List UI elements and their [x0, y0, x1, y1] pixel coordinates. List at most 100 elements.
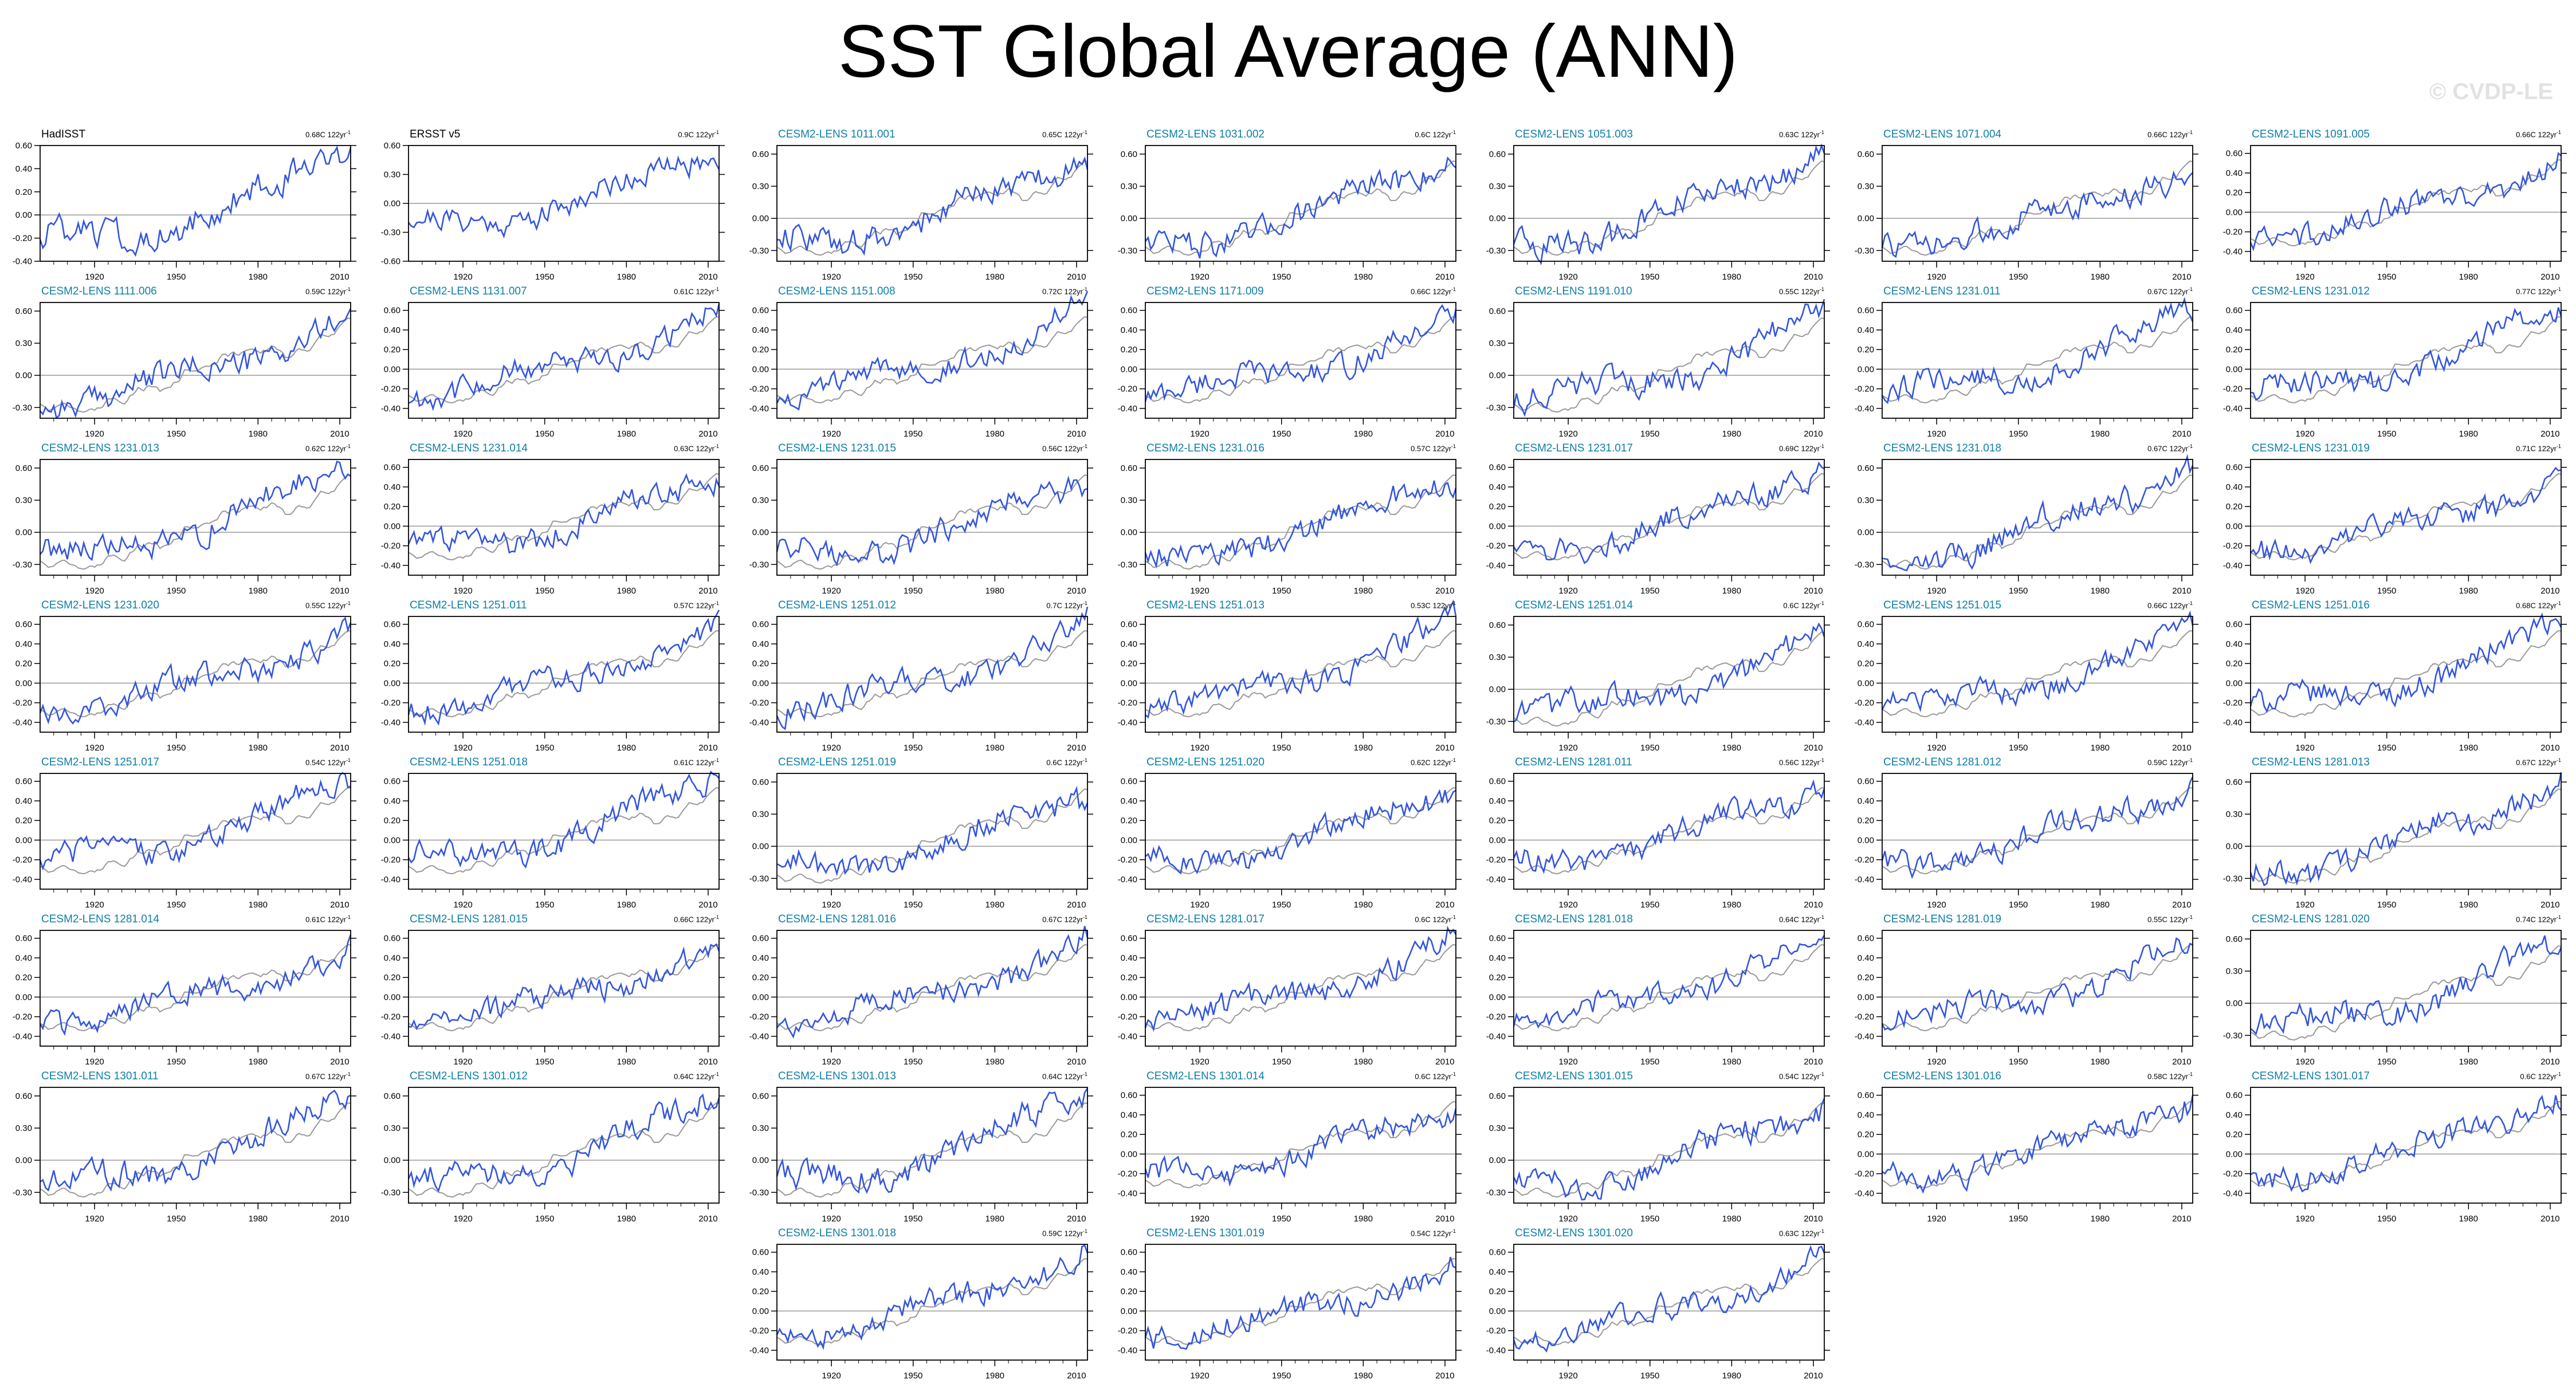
chart-panel: 0.60 0.30 0.00 -0.30 -0.60 1920 1950 1980 2010 ER… [368, 127, 736, 284]
x-tick-label: 1920 [1558, 900, 1577, 910]
x-tick-label: 1920 [1927, 586, 1946, 596]
panel-plot: 0.60 0.40 0.20 0.00 -0.20 -0.40 1920 1950 1980 20… [1855, 297, 2198, 439]
chart-panel: 0.60 0.40 0.20 0.00 -0.20 -0.40 1920 1950 1980 20… [737, 1226, 1105, 1383]
panel-plot: 0.60 0.40 0.20 0.00 -0.20 -0.40 1920 1950 1980 20… [381, 771, 725, 910]
chart-panel: 0.60 0.40 0.20 0.00 -0.20 -0.40 1920 1950 1980 20… [368, 441, 736, 598]
y-tick-label: 0.60 [1121, 463, 1137, 473]
x-tick-label: 2010 [1804, 743, 1823, 753]
x-tick-label: 1980 [1722, 900, 1741, 910]
plot-frame [776, 1087, 1088, 1204]
y-tick-label: 0.60 [15, 620, 32, 630]
x-tick-label: 2010 [2172, 429, 2191, 439]
x-tick-label: 1950 [1272, 1371, 1291, 1381]
y-tick-label: 0.20 [2226, 502, 2243, 512]
x-tick-label: 2010 [1067, 1214, 1086, 1224]
observation-line [1145, 1258, 1456, 1346]
x-tick-label: 2010 [330, 272, 349, 282]
y-tick-label: -0.20 [1118, 1169, 1137, 1179]
panel-plot: 0.60 0.40 0.20 0.00 -0.20 -0.40 1920 1950 1980 20… [1486, 1244, 1830, 1381]
x-tick-label: 1980 [2091, 900, 2110, 910]
panel-plot: 0.60 0.40 0.20 0.00 -0.20 -0.40 1920 1950 1980 20… [1486, 930, 1830, 1067]
x-tick-label: 1980 [985, 1057, 1004, 1067]
panel-trend: 0.62C 122yr-1 [1411, 757, 1456, 767]
y-tick-label: -0.20 [1855, 384, 1874, 394]
y-tick-label: -0.20 [381, 541, 400, 551]
y-tick-label: -0.20 [1486, 1012, 1506, 1022]
series-line [1881, 170, 2193, 258]
plot-frame [408, 930, 720, 1047]
y-tick-label: 0.40 [1858, 796, 1874, 806]
y-tick-label: 0.60 [15, 307, 32, 316]
observation-line [408, 473, 720, 561]
y-tick-label: 0.40 [752, 953, 769, 963]
panel-title: CESM2-LENS 1011.001 [778, 128, 896, 140]
x-tick-label: 1920 [453, 272, 472, 282]
y-tick-label: -0.30 [749, 1188, 769, 1197]
y-tick-label: -0.40 [1855, 875, 1874, 885]
observation-line [40, 1102, 351, 1198]
x-tick-label: 2010 [1804, 1371, 1823, 1381]
x-tick-label: 1950 [2377, 900, 2396, 910]
y-tick-label: 0.60 [384, 463, 400, 473]
panel-trend: 0.55C 122yr-1 [2147, 914, 2193, 924]
observation-line [1882, 630, 2193, 718]
panel-trend: 0.57C 122yr-1 [1411, 443, 1456, 453]
x-tick-label: 1980 [2459, 743, 2478, 753]
panel-trend: 0.63C 122yr-1 [1779, 129, 1824, 139]
y-tick-label: 0.60 [15, 463, 32, 473]
series-line [776, 290, 1089, 411]
x-tick-label: 1980 [1354, 743, 1373, 753]
panel-trend: 0.66C 122yr-1 [674, 914, 719, 924]
y-tick-label: 0.60 [2226, 463, 2243, 473]
observation-line [408, 316, 720, 404]
series-line [776, 785, 1089, 877]
y-tick-label: 0.00 [1489, 371, 1506, 380]
y-tick-label: 0.60 [15, 777, 32, 787]
y-tick-label: -0.40 [1118, 404, 1137, 414]
x-tick-label: 1950 [2377, 1214, 2396, 1224]
y-tick-label: -0.20 [381, 698, 400, 708]
y-tick-label: 0.20 [384, 659, 400, 669]
observation-line [408, 1102, 720, 1198]
plot-frame [408, 302, 720, 419]
panel-trend: 0.6C 122yr-1 [2520, 1071, 2561, 1081]
chart-panel: 0.60 0.30 0.00 -0.30 1920 1950 1980 2010 CESM2-L… [1474, 127, 1841, 284]
y-tick-label: 0.30 [2226, 966, 2243, 976]
series-line [2250, 935, 2562, 1036]
x-tick-label: 1950 [167, 429, 186, 439]
panel-title: CESM2-LENS 1231.018 [1883, 442, 2001, 454]
series-line [1144, 304, 1457, 402]
chart-panel: 0.60 0.40 0.20 0.00 -0.20 -0.40 1920 1950 1980 20… [2210, 1069, 2576, 1226]
chart-panel: 0.60 0.40 0.20 0.00 -0.20 -0.40 1920 1950 1980 20… [0, 755, 368, 912]
observation-line [1882, 160, 2193, 256]
y-tick-label: -0.20 [1486, 1326, 1506, 1336]
x-tick-label: 1920 [85, 1214, 104, 1224]
chart-panel: 0.60 0.40 0.20 0.00 -0.20 -0.40 1920 1950 1980 20… [0, 127, 368, 284]
observation-line [40, 944, 351, 1032]
y-tick-label: 0.30 [384, 1123, 400, 1133]
y-tick-label: -0.30 [13, 560, 32, 569]
plot-frame [1882, 302, 2193, 419]
y-tick-label: 0.00 [384, 199, 400, 209]
observation-line [776, 630, 1088, 718]
panel-trend: 0.71C 122yr-1 [2516, 443, 2561, 453]
panel-title: CESM2-LENS 1251.019 [778, 756, 896, 768]
panel-plot: 0.60 0.40 0.20 0.00 -0.20 -0.40 1920 1950 1980 20… [1486, 459, 1830, 596]
observation-line [1882, 944, 2193, 1032]
y-tick-label: -0.30 [1118, 246, 1137, 256]
y-tick-label: 0.40 [2226, 482, 2243, 492]
x-tick-label: 1920 [822, 900, 841, 910]
x-tick-label: 1950 [904, 1214, 922, 1224]
observation-line [1882, 787, 2193, 875]
y-tick-label: 0.40 [1121, 639, 1137, 649]
x-tick-label: 1920 [822, 586, 841, 596]
panel-title: CESM2-LENS 1301.014 [1146, 1070, 1265, 1082]
y-tick-label: 0.60 [1121, 1248, 1137, 1258]
y-tick-label: -0.20 [2223, 384, 2243, 394]
y-tick-label: 0.60 [15, 141, 32, 151]
x-tick-label: 2010 [2172, 900, 2191, 910]
observation-line [40, 787, 351, 875]
y-tick-label: -0.30 [1486, 717, 1506, 726]
y-tick-label: 0.00 [752, 364, 769, 374]
